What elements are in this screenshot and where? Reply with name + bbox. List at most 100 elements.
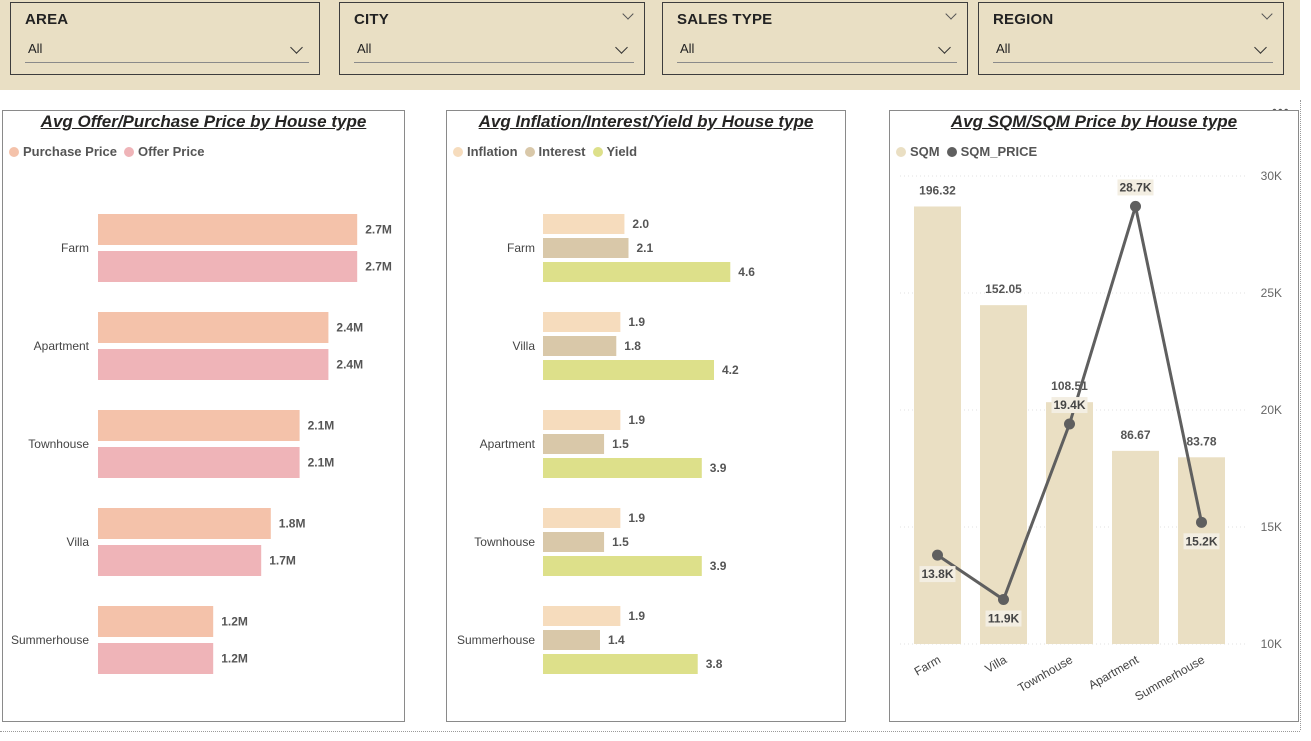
- data-label: 196.32: [919, 183, 956, 197]
- chart-legend: Purchase Price Offer Price: [9, 144, 204, 159]
- chart-panel-rates[interactable]: Avg Inflation/Interest/Yield by House ty…: [446, 110, 846, 722]
- slicer-value: All: [28, 41, 43, 56]
- chevron-down-icon[interactable]: [290, 41, 303, 54]
- data-label-bg: [1051, 397, 1088, 414]
- line-point: [1064, 418, 1075, 430]
- chevron-down-icon[interactable]: [945, 8, 957, 20]
- legend-label: Inflation: [467, 144, 518, 159]
- category-label: Apartment: [1086, 652, 1142, 692]
- legend-dot: [946, 146, 957, 157]
- slicer-value: All: [680, 41, 695, 56]
- data-label: 2.0: [632, 217, 649, 231]
- bar: [543, 262, 731, 282]
- line-point: [1196, 516, 1207, 528]
- legend-item[interactable]: SQM: [896, 144, 940, 159]
- slicer-value: All: [357, 41, 372, 56]
- category-label: Townhouse: [28, 437, 89, 451]
- bar: [1046, 402, 1093, 644]
- slicer-area[interactable]: AREA All: [10, 2, 320, 75]
- right-axis-tick: 15K: [1261, 520, 1282, 534]
- data-label-bg: [1117, 179, 1154, 196]
- slicer-dropdown[interactable]: All: [993, 37, 1273, 63]
- bar: [98, 447, 300, 478]
- slicer-title: AREA: [25, 11, 69, 28]
- bar: [98, 545, 262, 576]
- chart-panel-price[interactable]: Avg Offer/Purchase Price by House type P…: [2, 110, 405, 722]
- bar: [543, 556, 702, 576]
- slicer-dropdown[interactable]: All: [354, 37, 634, 63]
- legend-item[interactable]: SQM_PRICE: [946, 144, 1038, 159]
- category-label: Summerhouse: [1132, 652, 1207, 703]
- bar: [98, 643, 214, 674]
- slicer-city[interactable]: CITY All: [339, 2, 645, 75]
- bar: [543, 434, 605, 454]
- data-label: 1.9: [628, 511, 645, 525]
- slicer-title: SALES TYPE: [677, 11, 773, 28]
- data-label: 3.8: [706, 657, 723, 671]
- canvas-edge: [0, 731, 1300, 732]
- slicer-dropdown[interactable]: All: [25, 37, 309, 63]
- bar: [543, 630, 600, 650]
- data-label: 2.1M: [308, 419, 335, 433]
- data-label: 2.7M: [365, 260, 392, 274]
- bar: [543, 360, 714, 380]
- data-label: 2.4M: [336, 321, 363, 335]
- chevron-down-icon[interactable]: [622, 8, 634, 20]
- category-label: Farm: [61, 241, 89, 255]
- data-label: 1.5: [612, 437, 629, 451]
- data-label: 2.1: [637, 241, 654, 255]
- legend-dot: [9, 146, 19, 157]
- legend-label: SQM_PRICE: [960, 144, 1038, 159]
- category-label: Apartment: [480, 437, 536, 451]
- legend-label: Yield: [606, 144, 638, 159]
- data-label: 11.9K: [988, 612, 1020, 626]
- slicer-dropdown[interactable]: All: [677, 37, 957, 63]
- data-label: 4.6: [738, 265, 755, 279]
- data-label: 13.8K: [921, 567, 953, 581]
- bar: [543, 458, 702, 478]
- data-label-bg: [1183, 533, 1220, 550]
- bar: [98, 214, 358, 245]
- chart-panel-sqm[interactable]: Avg SQM/SQM Price by House type SQM SQM_…: [889, 110, 1299, 722]
- data-label: 15.2K: [1185, 534, 1217, 548]
- slicer-sales-type[interactable]: SALES TYPE All: [662, 2, 968, 75]
- bar: [543, 312, 621, 332]
- data-label: 1.9: [628, 413, 645, 427]
- data-label: 152.05: [985, 282, 1022, 296]
- slicer-region[interactable]: REGION All: [978, 2, 1284, 75]
- legend-item[interactable]: Inflation: [453, 144, 518, 159]
- chart-legend: Inflation Interest Yield: [453, 144, 637, 159]
- chevron-down-icon[interactable]: [615, 41, 628, 54]
- bar: [543, 214, 625, 234]
- legend-dot: [896, 146, 906, 157]
- legend-item[interactable]: Offer Price: [123, 144, 204, 159]
- bar: [543, 532, 605, 552]
- chevron-down-icon[interactable]: [1261, 8, 1273, 20]
- legend-label: SQM: [910, 144, 940, 159]
- canvas-edge: [1300, 100, 1301, 730]
- legend-item[interactable]: Yield: [592, 144, 638, 159]
- chart-legend: SQM SQM_PRICE: [896, 144, 1037, 159]
- bar: [543, 654, 698, 674]
- chevron-down-icon[interactable]: [938, 41, 951, 54]
- category-label: Farm: [912, 652, 943, 678]
- right-axis-tick: 10K: [1261, 637, 1282, 651]
- bar: [98, 606, 214, 637]
- chart-title: Avg Offer/Purchase Price by House type: [40, 112, 367, 131]
- legend-label: Interest: [538, 144, 586, 159]
- slicer-title: REGION: [993, 11, 1054, 28]
- bar: [543, 238, 629, 258]
- right-axis-tick: 20K: [1261, 403, 1282, 417]
- bar: [98, 312, 329, 343]
- chevron-down-icon[interactable]: [1254, 41, 1267, 54]
- line-point: [998, 594, 1009, 606]
- data-label: 19.4K: [1053, 398, 1085, 412]
- data-label-bg: [985, 610, 1022, 627]
- legend-item[interactable]: Interest: [524, 144, 586, 159]
- data-label: 3.9: [710, 559, 727, 573]
- category-label: Apartment: [34, 339, 90, 353]
- data-label: 28.7K: [1119, 180, 1151, 194]
- legend-dot: [592, 146, 603, 157]
- data-label: 2.1M: [308, 456, 335, 470]
- legend-item[interactable]: Purchase Price: [9, 144, 117, 159]
